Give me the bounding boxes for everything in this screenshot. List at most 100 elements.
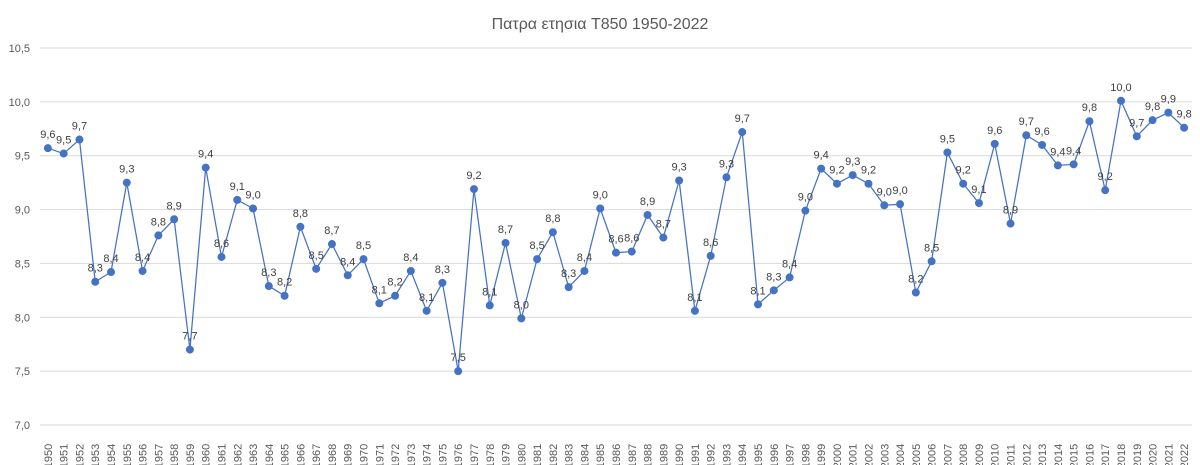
x-tick-label: 2012 — [1021, 444, 1033, 465]
data-point — [548, 228, 557, 237]
data-point — [359, 255, 368, 264]
data-label: 8,9 — [166, 200, 181, 212]
y-axis-tick-labels: 7,0 7,5 8,0 8,5 9,0 9,5 10,0 10,5 — [9, 43, 30, 432]
y-tick-label: 7,0 — [15, 420, 30, 432]
data-point — [107, 268, 116, 277]
x-tick-label: 1985 — [595, 444, 607, 465]
x-tick-label: 2007 — [942, 444, 954, 465]
x-tick-label: 1950 — [43, 444, 55, 465]
data-point — [280, 291, 289, 300]
data-point — [170, 215, 179, 224]
y-tick-label: 10,5 — [9, 43, 30, 55]
data-point — [454, 367, 463, 376]
data-point — [233, 195, 242, 204]
data-label: 9,4 — [1050, 146, 1065, 158]
data-label: 7,5 — [451, 352, 466, 364]
data-point — [1085, 117, 1094, 126]
x-tick-label: 1953 — [90, 444, 102, 465]
data-label: 9,3 — [119, 164, 134, 176]
x-tick-label: 2008 — [958, 444, 970, 465]
data-point — [848, 171, 857, 180]
x-tick-label: 1971 — [374, 444, 386, 465]
data-label: 8,3 — [435, 264, 450, 276]
y-tick-label: 7,5 — [15, 366, 30, 378]
data-label: 8,6 — [214, 238, 229, 250]
data-point — [596, 204, 605, 213]
data-label: 8,7 — [324, 225, 339, 237]
data-label: 9,4 — [814, 150, 829, 162]
x-tick-label: 1995 — [753, 444, 765, 465]
data-label: 9,1 — [230, 181, 245, 193]
data-label: 9,6 — [40, 129, 55, 141]
series-temperature — [43, 96, 1189, 376]
data-label: 8,3 — [766, 271, 781, 283]
data-label: 10,0 — [1110, 82, 1131, 94]
data-label: 8,9 — [640, 196, 655, 208]
data-label: 7,7 — [182, 331, 197, 343]
data-point — [1164, 108, 1173, 117]
x-tick-label: 2004 — [895, 444, 907, 465]
data-point — [201, 163, 210, 172]
x-tick-label: 1972 — [390, 444, 402, 465]
data-point — [643, 210, 652, 219]
data-point — [564, 283, 573, 292]
data-label: 8,3 — [88, 263, 103, 275]
data-point — [517, 314, 526, 323]
data-label: 9,3 — [719, 158, 734, 170]
data-point — [943, 148, 952, 157]
y-tick-label: 9,0 — [15, 205, 30, 217]
data-label: 8,1 — [372, 284, 387, 296]
x-axis-tick-labels: 1950 1951 1952 1953 1954 1955 1956 1957 1958 1959… — [43, 444, 1191, 465]
x-tick-label: 1986 — [611, 444, 623, 465]
x-tick-label: 1997 — [785, 444, 797, 465]
data-point — [422, 306, 431, 315]
data-label: 8,1 — [687, 292, 702, 304]
data-point — [974, 199, 983, 208]
data-point — [154, 231, 163, 240]
x-tick-label: 2022 — [1179, 444, 1191, 465]
data-label: 8,4 — [577, 252, 592, 264]
x-tick-label: 1973 — [406, 444, 418, 465]
x-tick-label: 2015 — [1069, 444, 1081, 465]
data-label: 9,0 — [877, 186, 892, 198]
x-tick-label: 1984 — [579, 444, 591, 465]
data-point — [469, 185, 478, 194]
data-label: 8,8 — [293, 208, 308, 220]
x-tick-label: 1974 — [422, 444, 434, 465]
x-tick-label: 2021 — [1163, 444, 1175, 465]
x-tick-label: 2009 — [974, 444, 986, 465]
x-tick-label: 1957 — [153, 444, 165, 465]
data-label: 9,1 — [971, 184, 986, 196]
x-tick-label: 1990 — [674, 444, 686, 465]
x-tick-label: 1963 — [248, 444, 260, 465]
x-tick-label: 2010 — [990, 444, 1002, 465]
data-point — [627, 247, 636, 256]
x-tick-label: 2020 — [1148, 444, 1160, 465]
x-tick-label: 1976 — [453, 444, 465, 465]
chart-title: Πατρα ετησια T850 1950-2022 — [492, 16, 709, 33]
gridlines — [40, 47, 1192, 426]
x-tick-label: 1968 — [327, 444, 339, 465]
data-label: 9,7 — [1129, 117, 1144, 129]
data-label: 9,4 — [198, 149, 213, 161]
data-point — [1006, 219, 1015, 228]
x-tick-label: 1956 — [138, 444, 150, 465]
data-point — [327, 240, 336, 249]
y-tick-label: 10,0 — [9, 97, 30, 109]
data-label: 9,2 — [956, 165, 971, 177]
y-tick-label: 8,0 — [15, 312, 30, 324]
x-tick-label: 1958 — [169, 444, 181, 465]
data-point — [580, 266, 589, 275]
data-label: 9,5 — [56, 135, 71, 147]
x-tick-label: 1964 — [264, 444, 276, 465]
data-point — [722, 173, 731, 182]
data-point — [122, 178, 131, 187]
y-tick-label: 9,5 — [15, 151, 30, 163]
data-point — [485, 301, 494, 310]
data-label: 9,0 — [245, 189, 260, 201]
data-label: 8,3 — [261, 267, 276, 279]
data-point — [896, 200, 905, 209]
data-label: 8,7 — [656, 219, 671, 231]
data-point — [343, 271, 352, 280]
